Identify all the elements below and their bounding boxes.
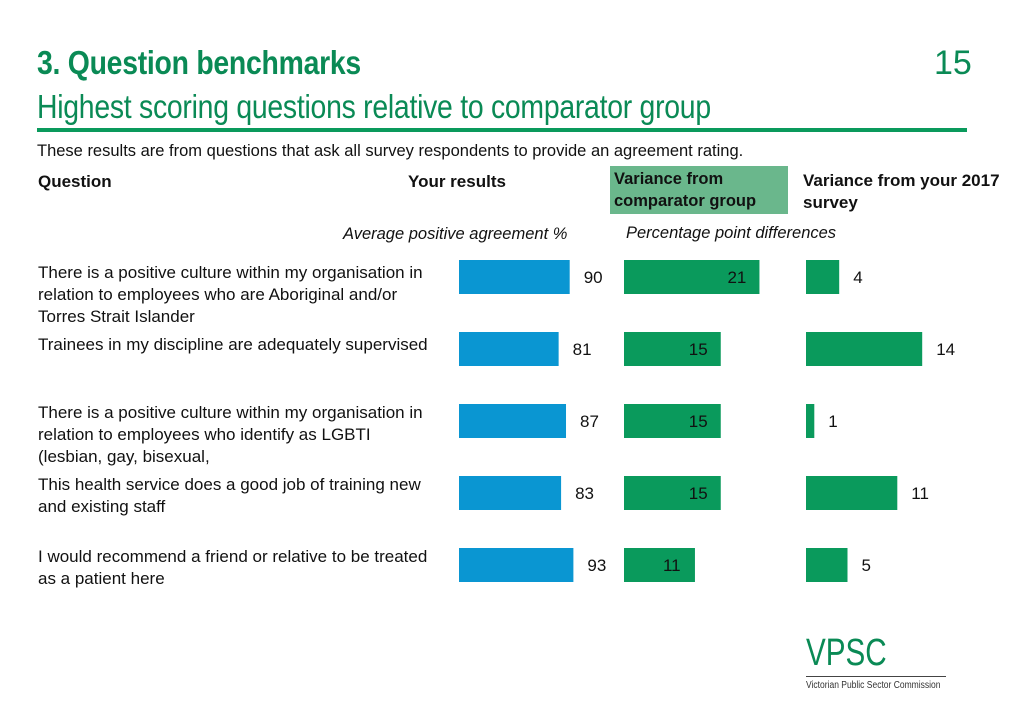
data-label-variance-comparator: 15 xyxy=(689,412,708,431)
intro-text: These results are from questions that as… xyxy=(37,142,744,160)
bar-variance-comparator xyxy=(624,404,721,438)
bar-variance-2017 xyxy=(806,548,848,582)
data-label-variance-2017: 1 xyxy=(828,412,837,431)
bar-results xyxy=(459,332,559,366)
bar-results xyxy=(459,476,562,510)
data-label-results: 93 xyxy=(587,556,606,575)
bar-results xyxy=(459,260,570,294)
question-label: There is a positive culture within my or… xyxy=(38,403,423,466)
column-header-question: Question xyxy=(38,172,112,191)
logo-divider xyxy=(806,676,946,677)
bar-variance-comparator xyxy=(624,548,695,582)
column-header-variance-2017: Variance from your 2017 survey xyxy=(803,171,1000,212)
logo-caption: Victorian Public Sector Commission xyxy=(806,680,941,691)
data-label-variance-2017: 11 xyxy=(911,484,929,503)
column-header-variance-comparator-label: Variance from comparator group xyxy=(614,170,757,210)
data-label-variance-comparator: 15 xyxy=(689,484,708,503)
title-divider xyxy=(37,128,967,132)
bar-variance-comparator xyxy=(624,332,721,366)
bar-variance-comparator xyxy=(624,260,760,294)
page-subtitle: Highest scoring questions relative to co… xyxy=(37,88,711,125)
question-label: There is a positive culture within my or… xyxy=(38,263,423,326)
column-header-your-results: Your results xyxy=(408,172,506,191)
column-header-variance-comparator: Variance from comparator group xyxy=(610,166,788,214)
bar-variance-comparator xyxy=(624,476,721,510)
data-label-variance-comparator: 15 xyxy=(689,340,708,359)
logo-wordmark: VPSC xyxy=(806,632,887,674)
question-label: I would recommend a friend or relative t… xyxy=(38,547,428,588)
question-label: This health service does a good job of t… xyxy=(38,475,421,516)
results-subheading: Average positive agreement % xyxy=(343,225,568,243)
bar-variance-2017 xyxy=(806,476,898,510)
bar-variance-2017 xyxy=(806,260,840,294)
bar-results xyxy=(459,404,567,438)
data-label-results: 87 xyxy=(580,412,599,431)
data-label-variance-2017: 5 xyxy=(862,556,871,575)
page-number: 15 xyxy=(934,44,972,82)
data-label-variance-comparator: 11 xyxy=(663,556,681,575)
bar-variance-2017 xyxy=(806,404,815,438)
data-label-results: 90 xyxy=(584,268,603,287)
page-title: 3. Question benchmarks xyxy=(37,44,361,81)
question-label: Trainees in my discipline are adequately… xyxy=(38,335,428,354)
data-label-variance-comparator: 21 xyxy=(727,268,746,287)
bar-variance-2017 xyxy=(806,332,923,366)
data-label-results: 81 xyxy=(573,340,592,359)
bar-results xyxy=(459,548,574,582)
variance-subheading: Percentage point differences xyxy=(626,224,837,242)
data-label-variance-2017: 4 xyxy=(853,268,862,287)
data-label-variance-2017: 14 xyxy=(936,340,955,359)
vpsc-logo: VPSC Victorian Public Sector Commission xyxy=(806,634,964,691)
data-label-results: 83 xyxy=(575,484,594,503)
